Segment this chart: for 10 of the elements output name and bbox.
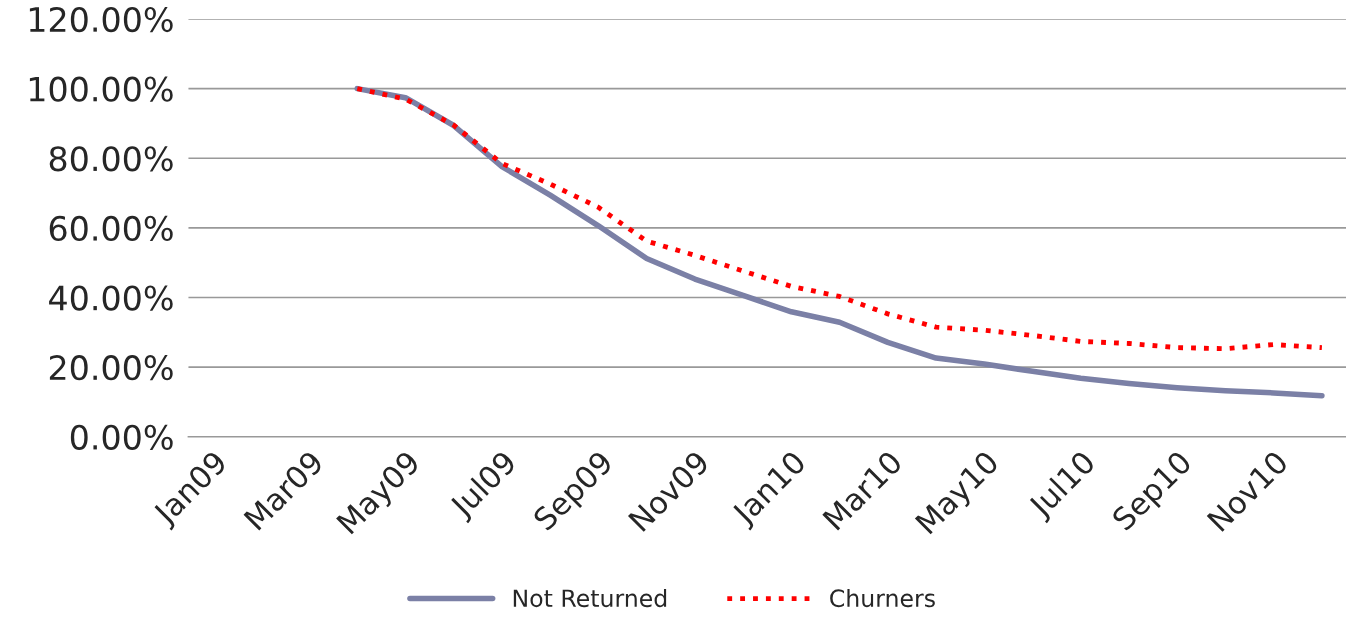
legend-label: Not Returned	[513, 588, 667, 608]
legend-label: Churners	[830, 588, 935, 608]
y-tick-label: 80.00%	[49, 146, 173, 172]
y-tick-label: 60.00%	[49, 215, 173, 242]
y-tick-label: 20.00%	[49, 355, 173, 381]
y-tick-label: 120.00%	[29, 6, 173, 33]
y-tick-label: 40.00%	[49, 285, 173, 311]
y-tick-label: 0.00%	[70, 424, 173, 450]
y-tick-label: 100.00%	[29, 76, 173, 102]
line-series	[354, 86, 1325, 352]
